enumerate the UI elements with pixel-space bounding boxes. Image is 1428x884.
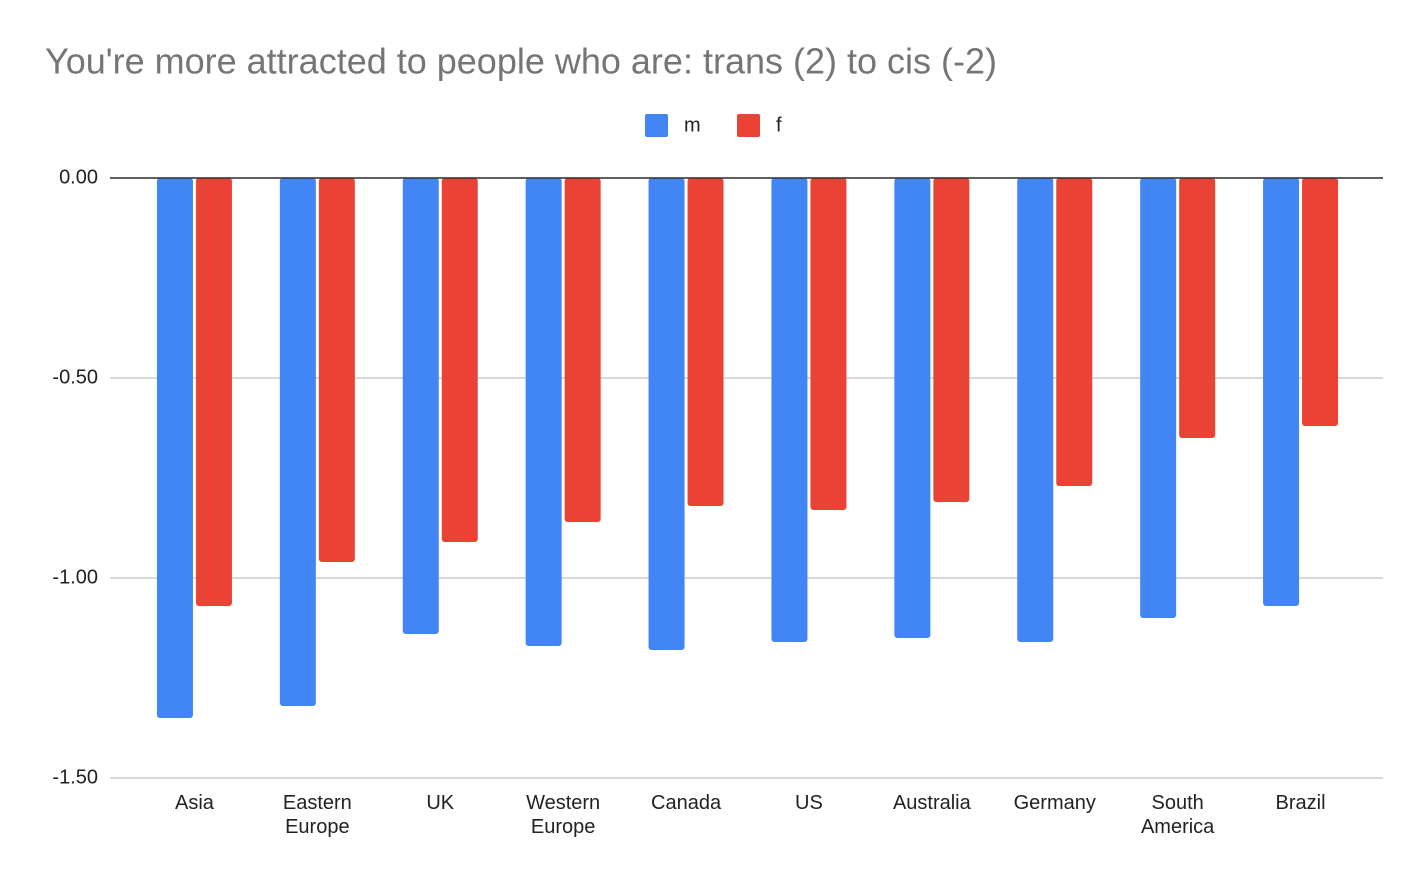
bar bbox=[648, 178, 685, 650]
legend-swatch bbox=[645, 114, 668, 137]
x-tick-label: Brazil bbox=[1275, 792, 1326, 814]
y-tick-label: 0.00 bbox=[59, 166, 98, 188]
bar bbox=[771, 178, 808, 642]
bar bbox=[933, 178, 970, 502]
legend-label: f bbox=[776, 114, 782, 136]
bar bbox=[687, 178, 724, 506]
y-tick-label: -1.50 bbox=[52, 766, 98, 788]
bar bbox=[1056, 178, 1093, 486]
x-tick-label: Canada bbox=[651, 792, 722, 814]
bar bbox=[564, 178, 601, 522]
bar bbox=[1179, 178, 1216, 438]
legend-swatch bbox=[737, 114, 760, 137]
bar bbox=[279, 178, 316, 706]
y-tick-label: -0.50 bbox=[52, 366, 98, 388]
x-tick-label: Germany bbox=[1013, 792, 1096, 814]
x-tick-label: Australia bbox=[892, 792, 971, 814]
legend-label: m bbox=[684, 114, 701, 136]
x-tick-label: Eastern Europe bbox=[282, 792, 352, 838]
y-tick-label: -1.00 bbox=[52, 566, 98, 588]
bar bbox=[402, 178, 439, 634]
x-tick-label: US bbox=[795, 792, 823, 814]
bar bbox=[894, 178, 931, 638]
bar bbox=[1302, 178, 1339, 426]
bar bbox=[195, 178, 232, 606]
x-tick-label: South America bbox=[1140, 792, 1215, 838]
bar bbox=[156, 178, 193, 718]
bar bbox=[441, 178, 478, 542]
bar bbox=[318, 178, 355, 562]
bar bbox=[1017, 178, 1054, 642]
bar bbox=[1140, 178, 1177, 618]
x-tick-label: Western Europe bbox=[526, 792, 601, 838]
x-tick-label: UK bbox=[426, 792, 455, 814]
bar bbox=[1263, 178, 1300, 606]
x-tick-label: Asia bbox=[174, 792, 214, 814]
bar bbox=[525, 178, 562, 646]
chart-title: You're more attracted to people who are:… bbox=[45, 41, 997, 82]
bar bbox=[810, 178, 847, 510]
